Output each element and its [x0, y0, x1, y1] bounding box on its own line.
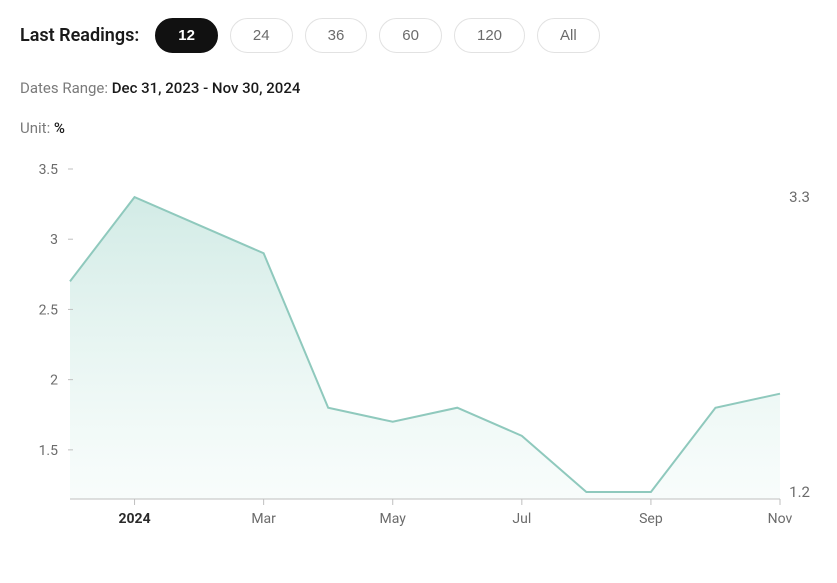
dates-range-value: Dec 31, 2023 - Nov 30, 2024 — [112, 79, 301, 97]
unit-label: Unit: — [20, 119, 54, 137]
readings-option-60[interactable]: 60 — [379, 18, 442, 53]
y-tick-label: 1.5 — [39, 443, 59, 459]
y-tick-label: 2.5 — [39, 302, 59, 318]
x-tick-label: Jul — [512, 511, 531, 527]
readings-option-120[interactable]: 120 — [454, 18, 525, 53]
x-tick-label: 2024 — [118, 511, 150, 527]
readings-option-36[interactable]: 36 — [305, 18, 368, 53]
dates-range: Dates Range: Dec 31, 2023 - Nov 30, 2024 — [20, 79, 817, 97]
chart-area — [70, 197, 780, 499]
x-tick-label: Sep — [639, 511, 663, 527]
readings-label: Last Readings: — [20, 25, 139, 46]
x-tick-label: Mar — [251, 511, 276, 527]
unit-value: % — [54, 119, 65, 137]
dates-range-label: Dates Range: — [20, 79, 112, 97]
max-callout: 3.3 — [789, 188, 810, 206]
x-tick-label: Nov — [768, 511, 793, 527]
readings-controls: Last Readings: 12 24 36 60 120 All — [20, 18, 817, 53]
readings-option-all[interactable]: All — [537, 18, 600, 53]
readings-chart: 1.5 2 2.5 3 3.5 2024 Mar May Jul Sep Nov 3.3 1.2 — [20, 159, 817, 549]
x-tick-label: May — [380, 511, 407, 527]
y-tick-label: 2 — [50, 373, 58, 389]
y-tick-label: 3.5 — [39, 162, 59, 178]
readings-option-12[interactable]: 12 — [155, 18, 218, 53]
y-tick-label: 3 — [50, 232, 58, 248]
unit-line: Unit: % — [20, 119, 817, 137]
readings-option-24[interactable]: 24 — [230, 18, 293, 53]
min-callout: 1.2 — [789, 483, 810, 501]
chart-svg: 1.5 2 2.5 3 3.5 2024 Mar May Jul Sep Nov 3.3 1.2 — [20, 159, 817, 537]
